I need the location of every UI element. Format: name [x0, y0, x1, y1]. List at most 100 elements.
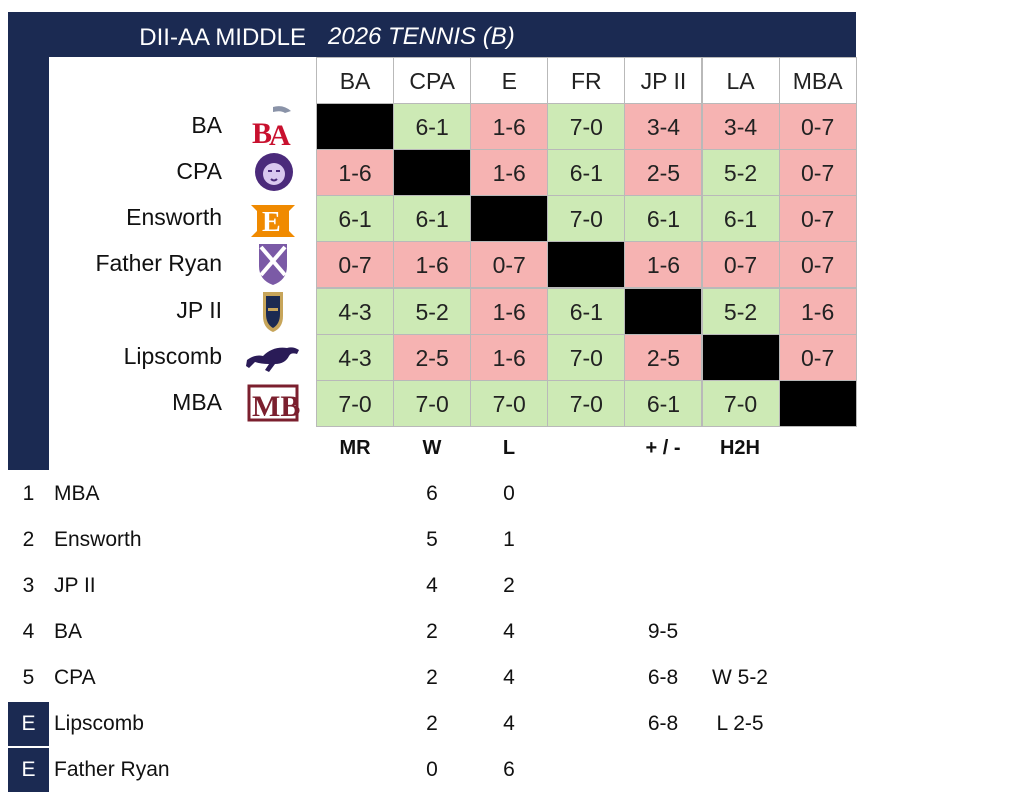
standing-rank: 4: [22, 620, 35, 643]
result-cell: 5-2: [701, 287, 780, 335]
result-cell: 0-7: [316, 241, 395, 289]
result-cell: 1-6: [624, 241, 703, 289]
result-cell: 2-5: [624, 333, 703, 381]
lipscomb-mustang-logo: [243, 334, 303, 380]
result-cell: 7-0: [393, 379, 472, 427]
column-header: MBA: [778, 57, 857, 105]
mba-monogram-logo: MB: [243, 380, 303, 426]
standing-team: MBA: [54, 482, 100, 505]
column-header: FR: [547, 57, 626, 105]
result-cell: 1-6: [778, 287, 857, 335]
result-cell: 6-1: [701, 195, 780, 243]
standing-rank: 1: [22, 482, 35, 505]
result-cell: 7-0: [470, 379, 549, 427]
svg-text:A: A: [269, 119, 291, 149]
result-cell: 7-0: [316, 379, 395, 427]
standing-rank: 2: [22, 528, 35, 551]
result-cell: 4-3: [316, 287, 395, 335]
result-cell: 6-1: [316, 195, 395, 243]
result-cell: 1-6: [470, 333, 549, 381]
standing-wins: 2: [426, 620, 438, 643]
standing-team: Father Ryan: [54, 758, 170, 781]
wins-header: W: [422, 437, 442, 459]
jp2-knight-logo: [243, 288, 303, 334]
cpa-lion-logo: [243, 149, 303, 195]
result-cell: 7-0: [547, 379, 626, 427]
title-banner: DII-AA MIDDLE 2026 TENNIS (B): [8, 12, 856, 57]
standing-team: BA: [54, 620, 83, 643]
plus-minus-header: + / -: [645, 437, 681, 459]
result-cell: 6-1: [624, 379, 703, 427]
result-cell: 5-2: [701, 149, 780, 197]
team-row-label: MBA: [172, 388, 222, 415]
standing-rank: E: [8, 702, 49, 746]
standing-wins: 0: [426, 758, 438, 781]
result-cell: 6-1: [393, 195, 472, 243]
result-cell: 0-7: [778, 333, 857, 381]
result-cell: 3-4: [624, 103, 703, 151]
standing-team: JP II: [54, 574, 96, 597]
standing-h2h: W 5-2: [711, 666, 768, 689]
standing-rank: 5: [22, 666, 35, 689]
result-cell: 1-6: [316, 149, 395, 197]
self-matchup-cell: [547, 241, 626, 289]
result-cell: 0-7: [701, 241, 780, 289]
team-row-label: Lipscomb: [123, 342, 222, 369]
standing-wins: 5: [426, 528, 438, 551]
svg-text:B: B: [252, 117, 272, 149]
standing-losses: 0: [503, 482, 515, 505]
result-cell: 7-0: [701, 379, 780, 427]
self-matchup-cell: [393, 149, 472, 197]
column-header: CPA: [393, 57, 472, 105]
ensworth-e-logo: E: [243, 195, 303, 241]
team-row-label: BA: [191, 112, 222, 139]
result-cell: 1-6: [470, 103, 549, 151]
column-header: JP II: [624, 57, 703, 105]
svg-text:MB: MB: [252, 390, 300, 423]
result-cell: 6-1: [624, 195, 703, 243]
self-matchup-cell: [778, 379, 857, 427]
standing-wins: 2: [426, 712, 438, 735]
standing-team: Ensworth: [54, 528, 142, 551]
mr-header: MR: [339, 437, 371, 459]
team-row-label: CPA: [176, 158, 222, 185]
column-header: LA: [701, 57, 780, 105]
standing-losses: 6: [503, 758, 515, 781]
result-cell: 0-7: [470, 241, 549, 289]
losses-header: L: [502, 437, 516, 459]
left-accent-bar: [8, 57, 49, 470]
column-header: BA: [316, 57, 395, 105]
standing-losses: 4: [503, 666, 515, 689]
self-matchup-cell: [470, 195, 549, 243]
team-row-label: Father Ryan: [95, 250, 222, 277]
result-cell: 2-5: [624, 149, 703, 197]
result-cell: 1-6: [470, 149, 549, 197]
result-cell: 6-1: [393, 103, 472, 151]
result-cell: 7-0: [547, 103, 626, 151]
result-cell: 4-3: [316, 333, 395, 381]
self-matchup-cell: [316, 103, 395, 151]
result-cell: 1-6: [470, 287, 549, 335]
self-matchup-cell: [701, 333, 780, 381]
result-cell: 0-7: [778, 103, 857, 151]
result-cell: 6-1: [547, 149, 626, 197]
standing-h2h: L 2-5: [716, 712, 764, 735]
result-cell: 7-0: [547, 195, 626, 243]
standing-wins: 6: [426, 482, 438, 505]
result-cell: 0-7: [778, 149, 857, 197]
standing-plus-minus: 6-8: [647, 666, 679, 689]
standing-team: Lipscomb: [54, 712, 144, 735]
standing-wins: 2: [426, 666, 438, 689]
result-cell: 3-4: [701, 103, 780, 151]
result-cell: 6-1: [547, 287, 626, 335]
team-row-label: Ensworth: [126, 204, 222, 231]
season-title: 2026 TENNIS (B): [328, 23, 515, 50]
standing-rank: E: [8, 748, 49, 792]
standing-rank: 3: [22, 574, 35, 597]
result-cell: 1-6: [393, 241, 472, 289]
svg-text:E: E: [262, 207, 281, 238]
result-cell: 0-7: [778, 241, 857, 289]
division-title: DII-AA MIDDLE: [139, 24, 306, 51]
standing-losses: 1: [503, 528, 515, 551]
